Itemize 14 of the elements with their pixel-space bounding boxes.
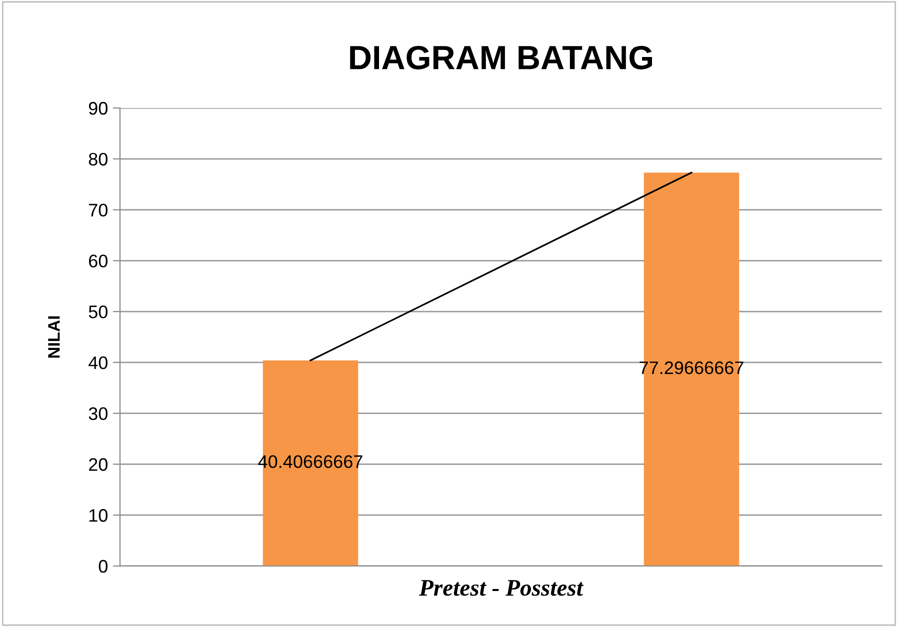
chart-title: DIAGRAM BATANG [350, 46, 652, 70]
x-axis-title: Pretest - Posstest [419, 580, 584, 596]
y-tick-label: 90 [88, 102, 108, 115]
y-tick-label: 50 [88, 305, 108, 318]
y-tick-label: 0 [98, 560, 108, 573]
y-tick-label: 30 [88, 407, 108, 420]
y-tick-label: 20 [89, 458, 108, 471]
y-tick-label: 60 [89, 254, 108, 268]
y-tick-label: 10 [89, 509, 108, 522]
y-axis-title: NILAI [48, 316, 60, 358]
y-tick-label: 80 [88, 152, 108, 166]
y-tick-label: 70 [89, 204, 108, 216]
y-tick-label: 40 [88, 356, 108, 370]
data-label: 40.40666667 [258, 455, 362, 468]
